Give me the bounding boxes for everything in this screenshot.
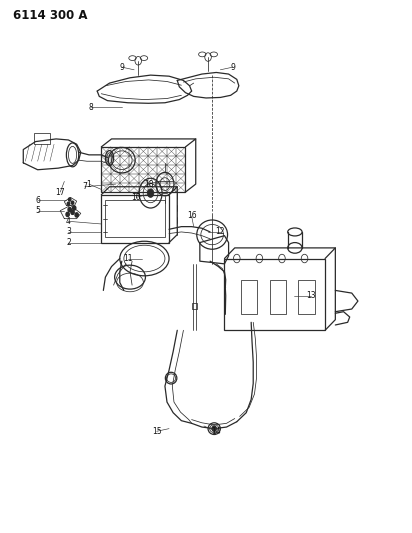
- Text: 3: 3: [66, 228, 71, 237]
- Circle shape: [66, 212, 69, 216]
- Circle shape: [73, 206, 76, 210]
- Bar: [269, 280, 286, 314]
- Circle shape: [71, 201, 74, 204]
- Text: 6: 6: [35, 196, 40, 205]
- Bar: [101, 195, 169, 243]
- Text: 2: 2: [66, 238, 71, 247]
- Text: 11: 11: [123, 254, 133, 263]
- Circle shape: [147, 189, 154, 197]
- Circle shape: [71, 210, 74, 214]
- Text: 5: 5: [35, 206, 40, 215]
- Bar: [241, 280, 258, 314]
- Text: 13: 13: [306, 291, 316, 300]
- Circle shape: [68, 198, 71, 201]
- Text: 4: 4: [66, 217, 71, 226]
- Text: 16: 16: [187, 212, 197, 221]
- Text: 9: 9: [230, 63, 235, 71]
- Text: 6114 300 A: 6114 300 A: [13, 9, 87, 22]
- Bar: [298, 280, 315, 314]
- Text: 7: 7: [82, 182, 87, 191]
- Text: 18: 18: [144, 180, 153, 189]
- Bar: [225, 259, 325, 330]
- Circle shape: [67, 202, 70, 205]
- Text: 12: 12: [215, 228, 225, 237]
- Bar: [105, 200, 165, 237]
- Bar: [101, 147, 185, 192]
- Circle shape: [212, 426, 216, 431]
- Bar: [192, 303, 197, 309]
- Text: 8: 8: [89, 102, 94, 111]
- Text: 17: 17: [56, 188, 65, 197]
- Text: 1: 1: [87, 180, 91, 189]
- Text: 10: 10: [131, 193, 141, 202]
- Circle shape: [68, 207, 71, 212]
- Text: 14: 14: [211, 427, 221, 436]
- Text: 9: 9: [119, 63, 124, 71]
- Bar: [33, 133, 50, 144]
- Circle shape: [75, 213, 78, 217]
- Text: 15: 15: [152, 427, 162, 436]
